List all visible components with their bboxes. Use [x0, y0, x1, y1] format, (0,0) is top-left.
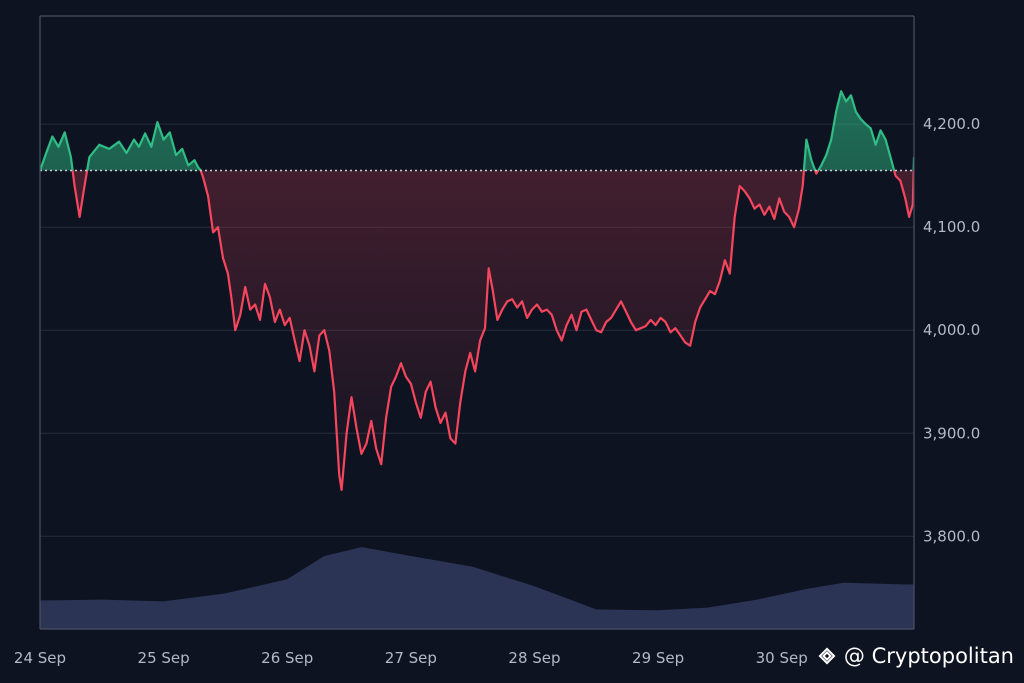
watermark-text: @ Cryptopolitan [843, 644, 1014, 668]
volume-area-fill [40, 547, 914, 629]
x-tick-label: 24 Sep [14, 649, 66, 667]
y-tick-label: 4,200.0 [923, 115, 980, 133]
y-axis-labels: 4,200.0 4,100.0 4,000.0 3,900.0 3,800.0 [923, 115, 980, 545]
y-tick-label: 4,100.0 [923, 218, 980, 236]
x-tick-label: 25 Sep [138, 649, 190, 667]
binance-diamond-icon [818, 647, 836, 665]
price-area-above [40, 91, 914, 171]
price-area-below [72, 170, 914, 490]
x-tick-label: 28 Sep [508, 649, 560, 667]
price-series [40, 90, 914, 491]
y-tick-label: 4,000.0 [923, 321, 980, 339]
x-tick-label: 27 Sep [385, 649, 437, 667]
y-tick-label: 3,800.0 [923, 527, 980, 545]
axes [39, 15, 915, 630]
y-tick-label: 3,900.0 [923, 424, 980, 442]
x-axis-labels: 24 Sep 25 Sep 26 Sep 27 Sep 28 Sep 29 Sep 30 S… [14, 649, 808, 667]
x-tick-label: 30 Sep [756, 649, 808, 667]
watermark: @ Cryptopolitan [814, 643, 1014, 669]
volume-area [40, 547, 914, 629]
x-tick-label: 26 Sep [261, 649, 313, 667]
x-tick-label: 29 Sep [632, 649, 684, 667]
price-line-below [40, 170, 914, 491]
